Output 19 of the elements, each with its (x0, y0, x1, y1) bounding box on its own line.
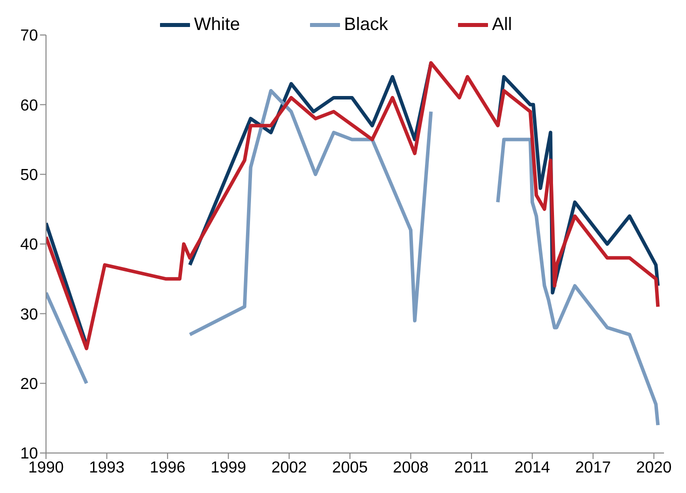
y-tick-label: 50 (20, 167, 38, 184)
legend-label: Black (344, 14, 388, 35)
x-tick-label: 1999 (210, 459, 246, 476)
y-tick-label: 20 (20, 376, 38, 394)
y-tick-label: 30 (20, 306, 38, 324)
x-tick-label: 2017 (575, 459, 611, 476)
x-tick-label: 2011 (454, 459, 489, 476)
y-tick-label: 60 (20, 97, 38, 114)
legend-label: White (194, 14, 240, 35)
x-tick-label: 1993 (88, 459, 125, 476)
x-tick-label: 2005 (332, 459, 368, 476)
x-tick-label: 1996 (150, 459, 186, 476)
x-tick-label: 2014 (514, 459, 550, 476)
y-tick-label: 40 (20, 236, 38, 254)
x-tick-label: 2002 (271, 459, 308, 476)
x-tick-label: 2008 (392, 459, 429, 476)
x-tick-label: 2020 (636, 459, 672, 476)
legend-label: All (492, 14, 512, 35)
y-tick-label: 70 (20, 28, 38, 45)
